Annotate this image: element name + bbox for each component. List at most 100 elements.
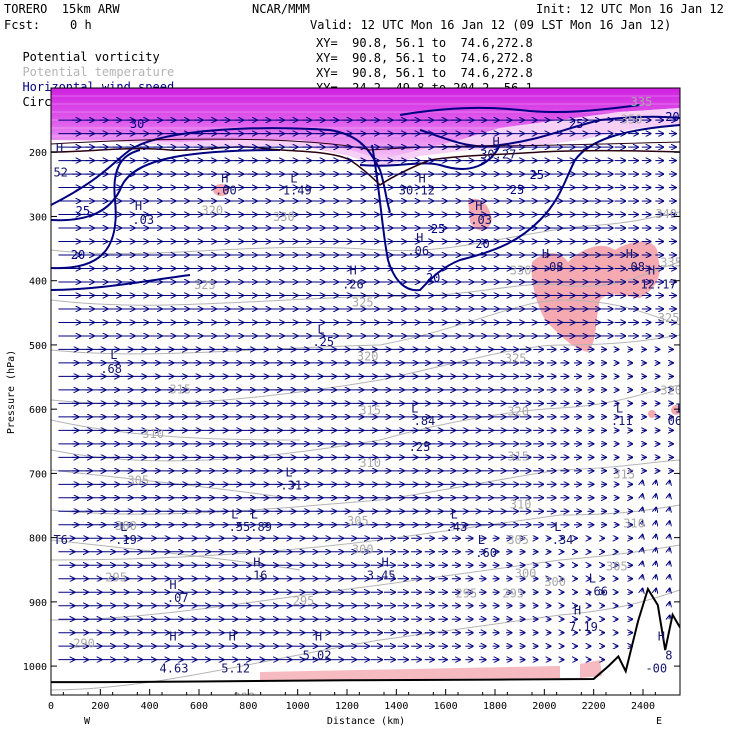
hl-marker: H bbox=[349, 263, 356, 277]
hl-marker: 12.17 bbox=[641, 277, 677, 291]
hl-marker: H bbox=[169, 578, 176, 592]
east-label: E bbox=[656, 716, 662, 727]
hl-marker: L bbox=[478, 533, 485, 547]
theta-label: 290 bbox=[73, 636, 95, 650]
hl-marker: 52 bbox=[53, 166, 67, 180]
x-tick-label: 200 bbox=[91, 701, 109, 712]
x-axis-label: Distance (km) bbox=[327, 716, 405, 727]
y-axis: 200 300 400 500 600 700 800 900 1000 bbox=[23, 148, 680, 673]
wind-speed-label: 25 bbox=[569, 117, 583, 131]
hl-marker: H bbox=[493, 135, 500, 149]
wind-labels: 30 25 20 25 25 25 20 20 25 20 bbox=[71, 110, 680, 285]
hl-marker: .43 bbox=[446, 520, 468, 534]
circulation-vector bbox=[669, 616, 670, 620]
circulation-vector bbox=[655, 548, 656, 552]
hl-marker: H bbox=[315, 629, 322, 643]
circulation-vector bbox=[655, 575, 656, 579]
x-tick-label: 600 bbox=[190, 701, 208, 712]
circulation-vector bbox=[655, 535, 656, 539]
hl-marker: .07 bbox=[167, 591, 189, 605]
hl-marker: H bbox=[542, 247, 549, 261]
y-tick-label: 900 bbox=[29, 598, 47, 609]
hl-marker: H bbox=[626, 247, 633, 261]
hl-marker: -00 bbox=[645, 662, 667, 676]
circulation-vector bbox=[655, 521, 656, 525]
hl-marker: 3.45 bbox=[367, 568, 396, 582]
hl-marker: L bbox=[285, 466, 292, 480]
theta-label: 300 bbox=[115, 519, 137, 533]
x-tick-label: 400 bbox=[141, 701, 159, 712]
hl-marker: L bbox=[411, 401, 418, 415]
hl-marker: 5.02 bbox=[303, 649, 332, 663]
hl-marker: 8 bbox=[665, 649, 672, 663]
forecast-label: Fcst: bbox=[4, 18, 41, 32]
hl-marker: 06 bbox=[668, 414, 682, 428]
hl-marker: L bbox=[554, 520, 561, 534]
hl-marker: H bbox=[419, 171, 426, 185]
theta-label: 300 bbox=[352, 543, 374, 557]
circulation-vector bbox=[669, 602, 670, 606]
hl-marker: .66 bbox=[586, 584, 608, 598]
hl-marker: 30.27 bbox=[480, 148, 516, 162]
hl-marker: .26 bbox=[342, 277, 364, 291]
circulation-vector bbox=[669, 548, 670, 552]
theta-label: 350 bbox=[621, 112, 643, 126]
circulation-vector bbox=[642, 521, 643, 525]
hl-markers: H52 H.00L1.49H.03H30.12H30.27H.03H.06H.26… bbox=[53, 135, 682, 676]
wind-speed-label: 25 bbox=[431, 222, 445, 236]
theta-label: 320 bbox=[660, 383, 682, 397]
circulation-vector bbox=[642, 575, 643, 579]
y-tick-label: 500 bbox=[29, 341, 47, 352]
circulation-vector bbox=[669, 494, 670, 498]
x-tick-label: 800 bbox=[239, 701, 257, 712]
y-tick-label: 800 bbox=[29, 534, 47, 545]
legend-theta: Potential temperature bbox=[8, 51, 174, 79]
circulation-vector bbox=[655, 562, 656, 566]
circulation-vector bbox=[642, 494, 643, 498]
theta-label: 325 bbox=[505, 351, 527, 365]
hl-marker: H bbox=[56, 141, 63, 155]
west-label: W bbox=[84, 716, 91, 727]
hl-marker: L bbox=[451, 507, 458, 521]
hl-marker: .55.89 bbox=[229, 520, 272, 534]
x-tick-label: 1000 bbox=[286, 701, 310, 712]
theta-label: 310 bbox=[142, 427, 164, 441]
hl-marker: H bbox=[253, 556, 260, 570]
theta-label: 315 bbox=[359, 403, 381, 417]
hl-marker: H bbox=[221, 171, 228, 185]
theta-label: 295 bbox=[105, 570, 127, 584]
wind-speed-label: 30 bbox=[130, 117, 144, 131]
hl-marker: .03 bbox=[470, 213, 492, 227]
theta-label: 305 bbox=[606, 559, 628, 573]
hl-marker: L bbox=[231, 507, 238, 521]
terrain-line bbox=[51, 586, 680, 684]
wind-speed-label: 20 bbox=[71, 248, 85, 262]
hl-marker: 7.19 bbox=[569, 620, 598, 634]
hl-marker: L bbox=[290, 171, 297, 185]
pv-contour-upper bbox=[51, 138, 680, 151]
theta-label: 325 bbox=[352, 295, 374, 309]
hl-marker: .08 bbox=[542, 260, 564, 274]
hl-marker: H bbox=[574, 604, 581, 618]
y-tick-label: 600 bbox=[29, 405, 47, 416]
x-tick-label: 1600 bbox=[434, 701, 458, 712]
wind-speed-label: 25 bbox=[76, 204, 90, 218]
y-axis-label: Pressure (hPa) bbox=[6, 350, 17, 434]
hl-marker: .19 bbox=[115, 533, 137, 547]
x-tick-label: 2200 bbox=[582, 701, 606, 712]
hl-marker: 1.49 bbox=[283, 184, 312, 198]
x-tick-label: 2000 bbox=[532, 701, 556, 712]
circulation-vector bbox=[669, 589, 670, 593]
hl-marker: .16 bbox=[246, 568, 268, 582]
circulation-vector bbox=[669, 521, 670, 525]
hl-marker: H bbox=[135, 199, 142, 213]
hl-marker: H bbox=[382, 556, 389, 570]
circulation-vector bbox=[655, 589, 656, 593]
circulation-vector bbox=[655, 508, 656, 512]
hl-marker: .25 bbox=[409, 440, 431, 454]
wind-speed-label: 25 bbox=[510, 183, 524, 197]
circulation-vectors bbox=[58, 120, 675, 660]
pv-shade-light bbox=[51, 108, 680, 168]
